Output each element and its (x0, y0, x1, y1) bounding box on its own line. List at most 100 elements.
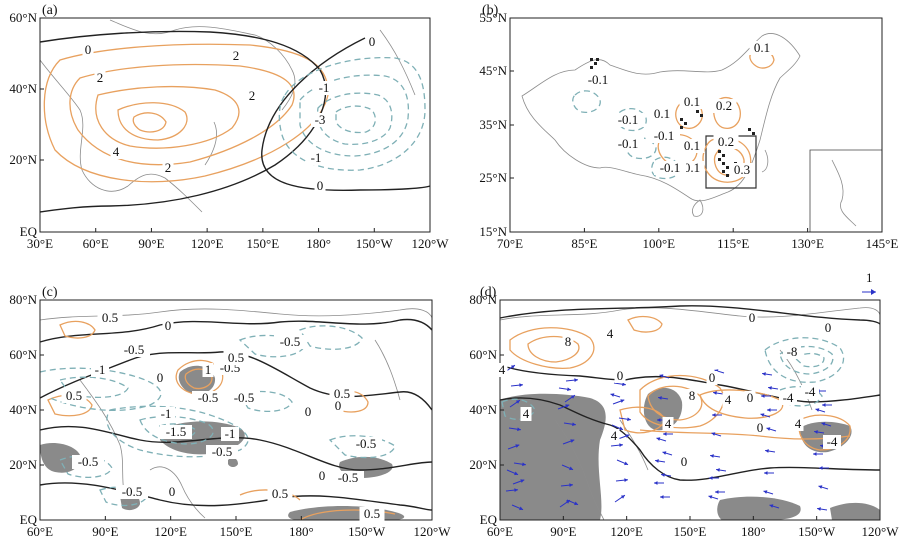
panel-b-frame (509, 17, 883, 233)
x-tick-label: 150°E (674, 524, 707, 539)
contour-label: -0.5 (338, 470, 359, 485)
wind-vector-head (820, 444, 824, 448)
contour-label-bg (608, 429, 620, 443)
wind-vector-head (565, 404, 570, 408)
contour-label: 0.5 (364, 506, 380, 521)
contour-label: -0.5 (280, 334, 301, 349)
panel-d-wind-vectors (504, 364, 833, 511)
wind-vector-head (762, 372, 766, 376)
panel-b-label: (b) (482, 3, 499, 18)
contour-label: 0.5 (102, 310, 118, 325)
y-tick-label: EQ (20, 512, 38, 527)
contour-label: 2 (165, 160, 172, 175)
contour-label-bg (520, 407, 532, 421)
contour-label: -0.1 (618, 112, 639, 127)
contour-label: 4 (607, 326, 614, 341)
contour-label-bg (678, 455, 690, 469)
x-tick-label: 180° (741, 524, 766, 539)
contour-label-bg (110, 145, 122, 159)
contour-label-bg (648, 129, 680, 143)
x-tick-label: 180° (306, 236, 331, 251)
contour-label-bg (754, 421, 766, 435)
contour-label-bg (713, 135, 739, 149)
contour-label-bg (614, 369, 626, 383)
wind-vector-head (659, 374, 664, 378)
wind-vector-head (515, 400, 520, 404)
x-tick-label: 60°E (27, 524, 53, 539)
contour-label: 1 (205, 362, 212, 377)
contour-label-bg (315, 81, 333, 95)
contour-label: -0.5 (212, 444, 233, 459)
wind-vector-head (622, 382, 626, 387)
contour-label-bg (316, 469, 328, 483)
panel-a: (a) 30°E 60°E 90°E 120°E 150°E 180° 150°W 120°W… (9, 3, 449, 251)
contour-label: 0.2 (718, 134, 734, 149)
panel-d: (d) 1 (469, 270, 899, 539)
contour-label: -1 (95, 362, 106, 377)
wind-vector-head (627, 417, 631, 422)
x-tick-label: 120°W (412, 236, 450, 251)
contour-label-bg (97, 311, 123, 325)
contour-label-bg (221, 427, 239, 441)
x-tick-label: 90°E (138, 236, 164, 251)
wind-vector-head (663, 432, 667, 436)
wind-vector-head (567, 387, 571, 392)
wind-vector-head (768, 386, 772, 390)
x-tick-label: 145°E (866, 236, 899, 251)
y-tick-label: 20°N (9, 457, 37, 472)
contour-label-bg (722, 393, 734, 407)
contour-label-bg (744, 391, 756, 405)
contour-label-bg (162, 319, 174, 333)
contour-label: 0.3 (734, 162, 750, 177)
wind-vector-head (610, 393, 615, 397)
contour-label-bg (274, 335, 306, 349)
contour-label-bg (366, 35, 378, 49)
wind-vector-head (522, 462, 526, 467)
y-tick-label: 55°N (479, 10, 507, 25)
y-tick-label: 15°N (479, 224, 507, 239)
x-tick-label: 120°E (191, 236, 224, 251)
contour-label: 0.5 (228, 350, 244, 365)
contour-label-bg (706, 371, 718, 385)
contour-label-bg (228, 391, 260, 405)
contour-label-bg (679, 95, 705, 109)
x-tick-label: 150°W (356, 236, 394, 251)
wind-vector-head (822, 403, 826, 407)
wind-vector-head (619, 426, 624, 431)
x-tick-label: 60°E (487, 524, 513, 539)
wind-vector-head (761, 394, 765, 398)
contour-label-bg (679, 139, 705, 153)
contour-label-bg (822, 321, 834, 335)
y-tick-label: 45°N (479, 63, 507, 78)
x-tick-label: 150°E (247, 236, 280, 251)
wind-vector-head (763, 490, 768, 494)
contour-label-bg (246, 89, 258, 103)
wind-vector-head (710, 454, 714, 458)
contour-label: -0.5 (122, 484, 143, 499)
wind-vector-head (767, 408, 771, 412)
panel-a-ticks: 30°E 60°E 90°E 120°E 150°E 180° 150°W 120°W 60°N… (9, 10, 449, 251)
contour-label: 4 (725, 392, 732, 407)
panel-c-label: (c) (42, 285, 58, 300)
contour-label-bg (496, 363, 508, 377)
contour-label-bg (801, 385, 819, 399)
contour-label-bg (359, 507, 385, 521)
x-tick-label: 130°E (791, 236, 824, 251)
panel-c-ticks: 60°E 90°E 120°E 150°E 180° 150°W 120°W 80°N 60°N… (9, 292, 451, 539)
contour-label: 0.1 (684, 138, 700, 153)
y-tick-label: 35°N (479, 117, 507, 132)
wind-vector-head (569, 483, 573, 488)
wind-vector-head (570, 439, 575, 443)
wind-vector-head (657, 418, 661, 422)
wind-vector-head (715, 490, 719, 494)
x-tick-label: 150°W (348, 524, 386, 539)
contour-label-bg (72, 455, 104, 469)
contour-label: 0 (305, 404, 312, 419)
wind-vector-head (658, 396, 662, 400)
contour-label: 0.5 (66, 388, 82, 403)
wind-vector-head (520, 479, 525, 483)
contour-label: -0.5 (124, 342, 145, 357)
x-tick-label: 90°E (550, 524, 576, 539)
